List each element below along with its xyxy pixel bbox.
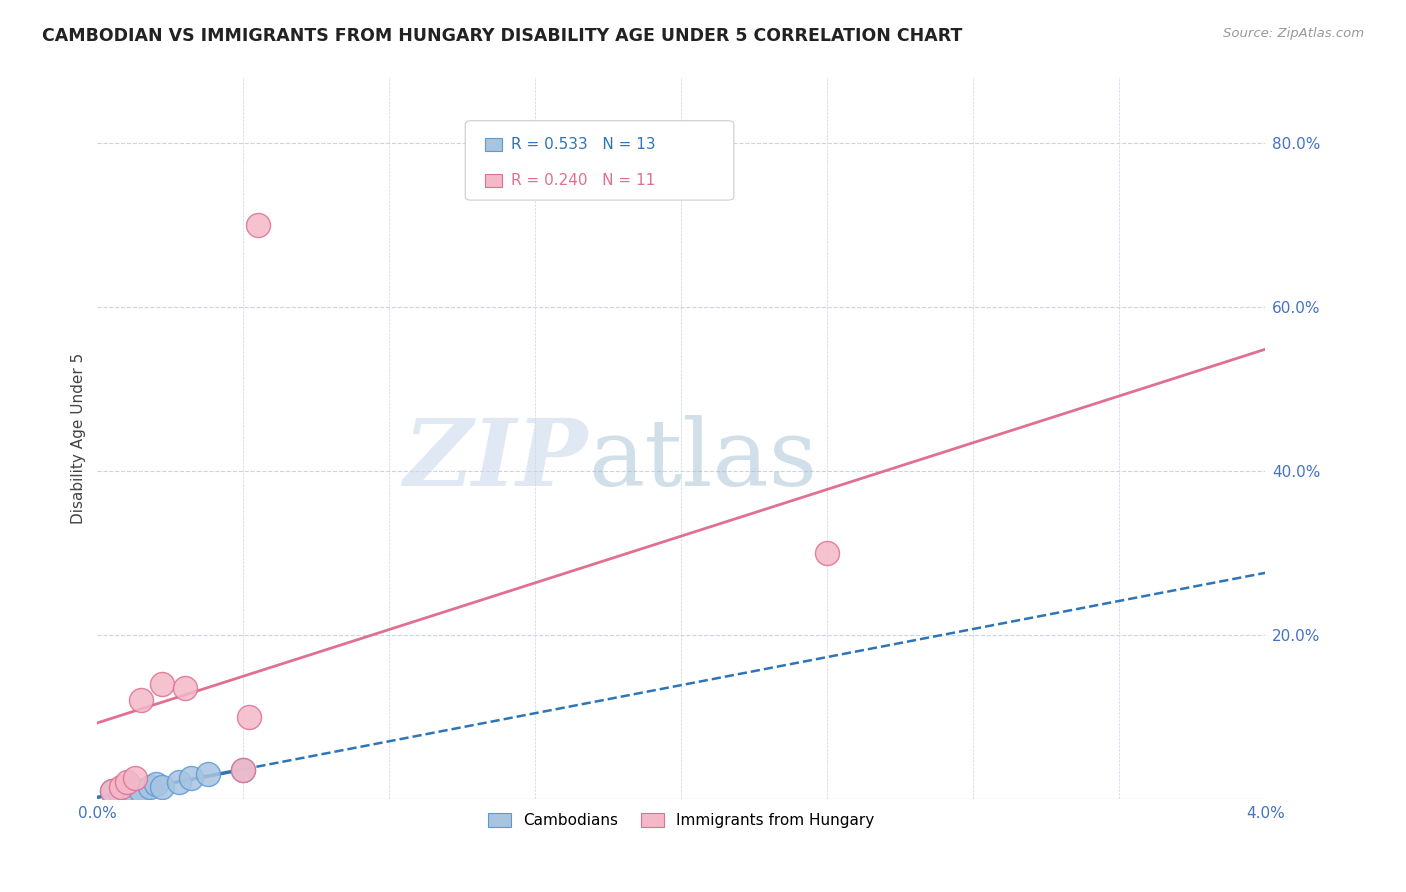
Point [115,785,138,799]
Point [101,783,124,797]
Text: Source: ZipAtlas.com: Source: ZipAtlas.com [1223,27,1364,40]
Point [246,218,269,232]
Point [232,763,254,777]
Point [129,693,152,707]
Bar [485,174,502,187]
Point [124,772,146,786]
Point [232,763,254,777]
Text: ZIP: ZIP [404,415,588,505]
Point [110,788,132,802]
Point [115,775,138,789]
Point [101,783,124,797]
Point [174,681,197,695]
Text: R = 0.533   N = 13: R = 0.533 N = 13 [512,137,655,152]
Point [145,777,167,791]
Text: R = 0.240   N = 11: R = 0.240 N = 11 [512,173,655,188]
Point [238,710,260,724]
Point [180,772,202,786]
Text: atlas: atlas [588,415,817,505]
Point [150,780,173,794]
Bar [485,138,502,151]
Point [150,677,173,691]
Legend: Cambodians, Immigrants from Hungary: Cambodians, Immigrants from Hungary [482,807,880,835]
Point [129,783,152,797]
Text: CAMBODIAN VS IMMIGRANTS FROM HUNGARY DISABILITY AGE UNDER 5 CORRELATION CHART: CAMBODIAN VS IMMIGRANTS FROM HUNGARY DIS… [42,27,963,45]
Point [197,767,219,781]
Y-axis label: Disability Age Under 5: Disability Age Under 5 [72,352,86,524]
Point [124,787,146,801]
Point [110,780,132,794]
Point [139,780,162,794]
Point [167,775,190,789]
Point [815,546,838,560]
Point [121,782,143,797]
FancyBboxPatch shape [465,120,734,200]
